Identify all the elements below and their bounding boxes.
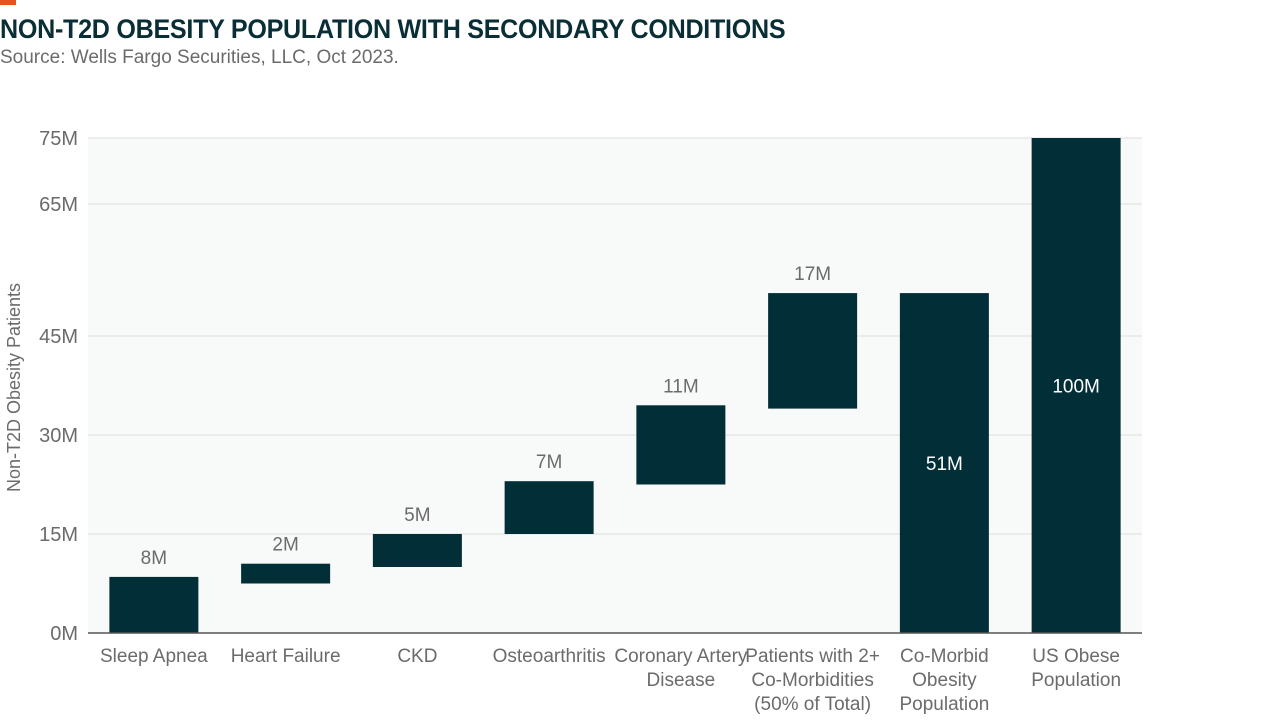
x-tick-label: CKD [397,646,437,667]
data-label: 51M [926,454,963,475]
bar [109,576,199,633]
data-label: 8M [141,548,167,569]
x-tick-label: Co-Morbid Obesity Population [899,646,989,715]
data-label: 2M [272,535,298,556]
bar [899,293,989,633]
y-tick-label: 45M [39,326,78,348]
y-tick-label: 15M [39,524,78,546]
x-tick-label: US Obese Population [1031,646,1121,691]
data-label: 5M [404,505,430,526]
data-label: 7M [536,452,562,473]
bar [1031,138,1121,633]
x-tick-label: Sleep Apnea [100,646,208,667]
x-tick-label: Osteoarthritis [493,646,606,667]
chart-source: Source: Wells Fargo Securities, LLC, Oct… [0,47,399,68]
accent-mark [0,0,16,5]
data-label: 11M [663,376,699,397]
data-label: 17M [794,264,831,285]
data-label: 100M [1052,377,1100,398]
y-tick-label: 65M [39,194,78,216]
x-tick-label: Patients with 2+ Co-Morbidities (50% of To… [745,646,880,715]
y-tick-label: 75M [39,128,78,150]
y-axis-title: Non-T2D Obesity Patients [4,283,24,492]
y-tick-label: 0M [50,623,78,645]
y-tick-label: 30M [39,425,78,447]
bar [372,534,462,567]
bar [504,481,594,534]
bar [241,563,331,584]
bar [768,293,858,409]
x-tick-label: Heart Failure [231,646,341,667]
chart-title: NON-T2D OBESITY POPULATION WITH SECONDAR… [0,14,786,44]
x-tick-label: Coronary Artery Disease [614,646,748,691]
bar [636,405,726,485]
